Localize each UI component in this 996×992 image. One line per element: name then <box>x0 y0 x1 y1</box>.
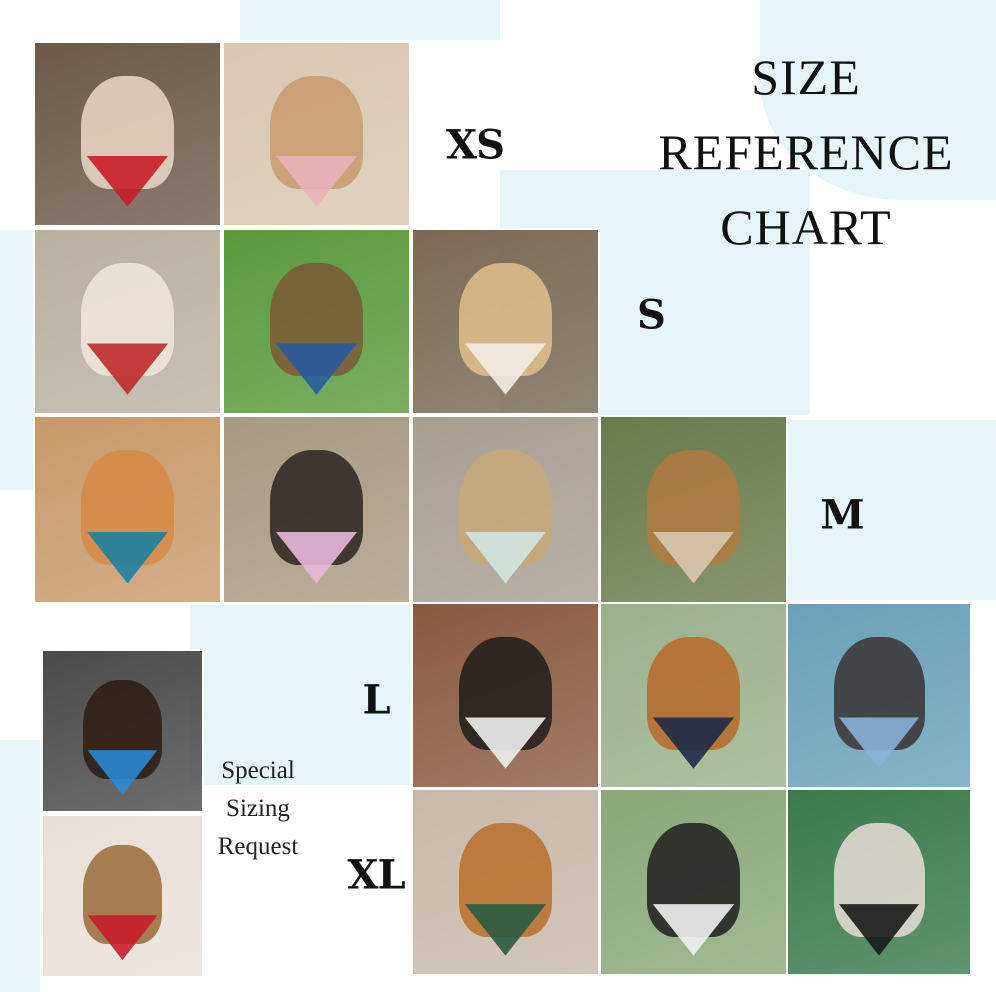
bg-shape <box>190 605 410 785</box>
photo-dog <box>411 602 600 789</box>
title-line: REFERENCE <box>658 124 954 180</box>
bg-shape <box>0 230 34 490</box>
bg-shape <box>785 420 996 600</box>
photo-dog <box>786 602 972 789</box>
photo-dog <box>411 228 600 415</box>
special-line: Special <box>221 757 295 784</box>
photo-golden-retriever <box>599 602 788 789</box>
title-line: SIZE <box>751 49 861 105</box>
photo-cat <box>33 41 222 227</box>
photo-dog <box>599 788 788 976</box>
size-label-l: L <box>362 676 390 724</box>
photo-bully <box>786 788 972 976</box>
photo-collie <box>411 788 600 976</box>
photo-dog <box>411 415 600 604</box>
size-label-s: S <box>637 291 666 339</box>
special-line: Sizing <box>226 795 290 822</box>
photo-dachshund <box>41 814 204 978</box>
bg-shape <box>0 740 40 992</box>
size-label-xs: XS <box>446 121 505 169</box>
photo-corgi <box>33 415 222 604</box>
special-sizing-label: Special Sizing Request <box>218 752 299 866</box>
photo-two-cats <box>222 41 411 227</box>
photo-shepherd <box>599 415 788 604</box>
bg-shape <box>240 0 500 40</box>
title-line: CHART <box>720 199 892 255</box>
photo-dog <box>222 415 411 604</box>
chart-title: SIZE REFERENCE CHART <box>658 40 953 265</box>
special-line: Request <box>217 833 299 860</box>
size-label-xl: XL <box>347 851 405 899</box>
size-label-m: M <box>820 491 864 539</box>
photo-dog <box>222 228 411 415</box>
photo-dog <box>33 228 222 415</box>
photo-dachshund <box>41 649 204 813</box>
